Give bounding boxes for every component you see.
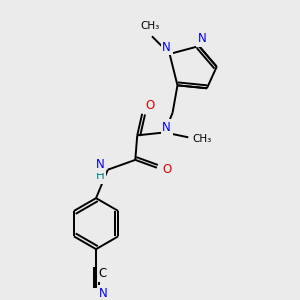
Text: O: O [146,99,154,112]
Text: C: C [99,267,107,280]
Text: CH₃: CH₃ [140,22,160,32]
Text: N: N [198,32,206,45]
Text: N: N [162,121,171,134]
Text: N: N [162,40,171,54]
Text: CH₃: CH₃ [192,134,212,144]
Text: O: O [162,163,171,176]
Text: N: N [98,287,107,300]
Text: N: N [96,158,104,171]
Text: H: H [96,169,104,182]
